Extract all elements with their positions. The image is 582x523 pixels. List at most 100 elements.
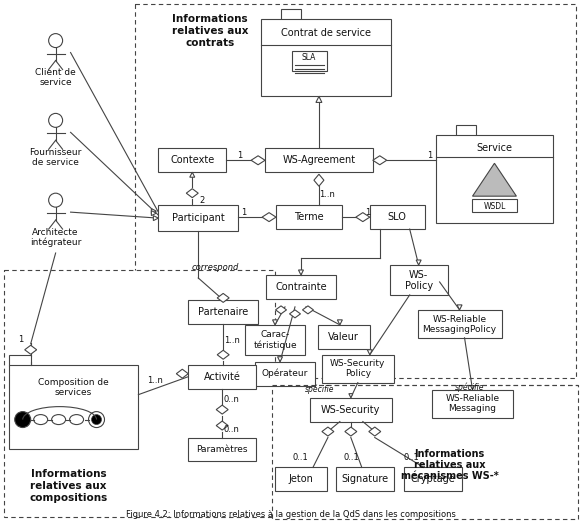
Polygon shape [262, 213, 276, 222]
Text: 2: 2 [200, 196, 205, 204]
Text: 1: 1 [242, 208, 247, 217]
Polygon shape [186, 189, 198, 198]
FancyBboxPatch shape [9, 355, 31, 366]
FancyBboxPatch shape [275, 468, 327, 492]
Text: de service: de service [32, 158, 79, 167]
Text: 0..1: 0..1 [292, 453, 308, 462]
Text: Opérateur: Opérateur [262, 369, 308, 379]
Text: Carac-: Carac- [260, 331, 290, 339]
Text: Messaging: Messaging [449, 404, 496, 413]
Text: MessagingPolicy: MessagingPolicy [423, 325, 496, 334]
Text: Contrainte: Contrainte [275, 282, 327, 292]
Text: Paramètres: Paramètres [197, 445, 248, 454]
Text: 0..1: 0..1 [404, 453, 420, 462]
Text: Policy: Policy [345, 369, 371, 378]
Text: SLO: SLO [387, 212, 406, 222]
Text: SLA: SLA [301, 53, 316, 62]
FancyBboxPatch shape [418, 310, 502, 338]
FancyBboxPatch shape [158, 149, 226, 172]
Polygon shape [316, 96, 322, 103]
FancyBboxPatch shape [245, 325, 305, 355]
Text: contrats: contrats [186, 38, 235, 48]
Text: Fournisseur: Fournisseur [30, 148, 82, 157]
Polygon shape [356, 213, 370, 222]
Polygon shape [369, 427, 381, 436]
Circle shape [91, 415, 101, 425]
Polygon shape [299, 270, 303, 275]
Text: 1: 1 [427, 151, 432, 160]
Polygon shape [289, 310, 300, 318]
Polygon shape [217, 350, 229, 359]
Text: Service: Service [477, 143, 513, 153]
Polygon shape [216, 405, 228, 414]
Text: Terme: Terme [294, 212, 324, 222]
FancyBboxPatch shape [435, 135, 553, 223]
FancyBboxPatch shape [158, 205, 238, 231]
Text: intégrateur: intégrateur [30, 237, 81, 247]
Text: 1: 1 [365, 208, 370, 217]
Polygon shape [416, 260, 421, 265]
Text: Contexte: Contexte [170, 155, 214, 165]
Text: Policy: Policy [404, 281, 433, 291]
Text: 0..n: 0..n [223, 425, 239, 434]
FancyBboxPatch shape [136, 4, 576, 378]
Polygon shape [272, 320, 278, 325]
FancyBboxPatch shape [471, 199, 517, 212]
Text: WSDL: WSDL [483, 202, 506, 211]
Text: relatives aux: relatives aux [172, 26, 249, 36]
Text: 0..1: 0..1 [344, 453, 360, 462]
Text: relatives aux: relatives aux [30, 481, 107, 492]
Text: WS-: WS- [409, 270, 428, 280]
Text: Participant: Participant [172, 213, 225, 223]
Polygon shape [216, 421, 228, 430]
Text: Informations: Informations [31, 470, 107, 480]
Text: Activité: Activité [204, 372, 240, 382]
Polygon shape [373, 156, 387, 165]
FancyBboxPatch shape [9, 365, 139, 449]
Polygon shape [151, 211, 157, 215]
Polygon shape [303, 306, 314, 314]
Text: spécifie: spécifie [455, 383, 484, 392]
FancyBboxPatch shape [265, 149, 373, 172]
Text: 0..n: 0..n [223, 395, 239, 404]
Text: service: service [40, 78, 72, 87]
Polygon shape [470, 385, 474, 390]
Polygon shape [322, 427, 334, 436]
FancyBboxPatch shape [266, 275, 336, 299]
Text: WS-Security: WS-Security [330, 359, 385, 368]
Text: 1..n: 1..n [319, 190, 335, 199]
Text: WS-Security: WS-Security [321, 405, 381, 415]
FancyBboxPatch shape [276, 205, 342, 229]
Text: Signature: Signature [341, 474, 388, 484]
Text: relatives aux: relatives aux [414, 460, 485, 471]
FancyBboxPatch shape [188, 300, 258, 324]
FancyBboxPatch shape [322, 355, 394, 383]
Polygon shape [314, 174, 324, 186]
Text: Contrat de service: Contrat de service [281, 28, 371, 38]
FancyBboxPatch shape [255, 362, 315, 385]
Polygon shape [457, 305, 462, 310]
Text: 1..n: 1..n [147, 376, 164, 385]
FancyBboxPatch shape [310, 397, 392, 422]
Text: services: services [55, 388, 92, 397]
FancyBboxPatch shape [188, 365, 256, 389]
Polygon shape [345, 427, 357, 436]
Polygon shape [275, 306, 286, 314]
FancyBboxPatch shape [318, 325, 370, 349]
Text: 1..n: 1..n [224, 336, 240, 345]
Polygon shape [24, 345, 37, 354]
Circle shape [15, 412, 31, 428]
Polygon shape [473, 163, 516, 196]
Polygon shape [154, 215, 158, 221]
Text: Architecte: Architecte [33, 228, 79, 236]
FancyBboxPatch shape [281, 9, 301, 20]
Text: WS-Reliable: WS-Reliable [445, 394, 499, 403]
Text: mécanismes WS-*: mécanismes WS-* [400, 471, 498, 482]
Text: 1: 1 [237, 151, 243, 160]
FancyBboxPatch shape [292, 51, 327, 71]
FancyBboxPatch shape [272, 385, 579, 519]
Polygon shape [251, 156, 265, 165]
Text: WS-Reliable: WS-Reliable [432, 315, 487, 324]
Text: 1: 1 [18, 335, 23, 344]
FancyBboxPatch shape [432, 390, 513, 417]
